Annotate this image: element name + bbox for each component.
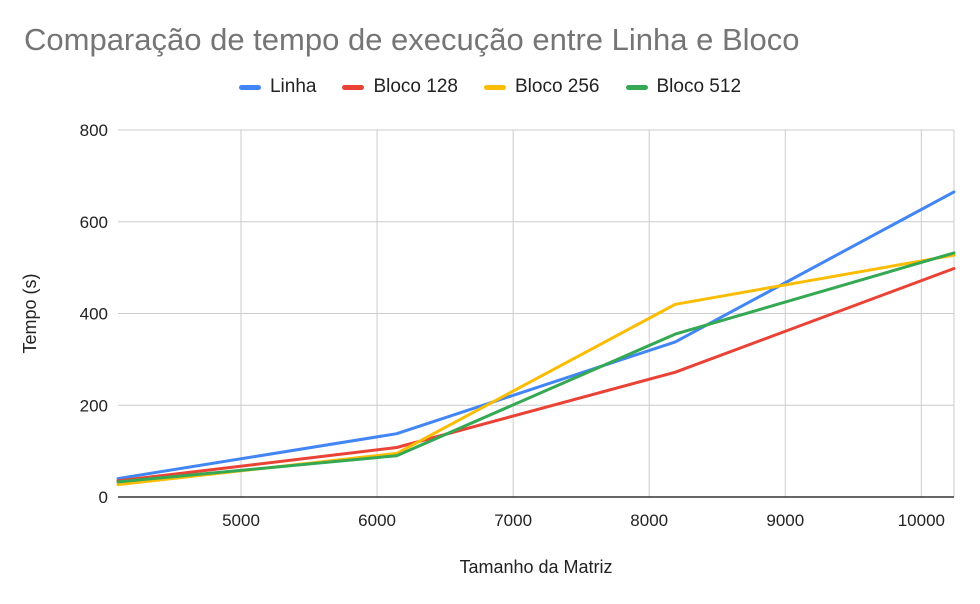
x-tick-label: 10000: [898, 511, 945, 530]
grid-lines: [118, 129, 955, 497]
x-tick-label: 8000: [630, 511, 668, 530]
legend-swatch-bloco-512: [625, 84, 648, 90]
legend: Linha Bloco 128 Bloco 256 Bloco 512: [0, 76, 980, 98]
legend-item-bloco-512[interactable]: Bloco 512: [625, 76, 742, 98]
legend-label-bloco-256: Bloco 256: [514, 76, 600, 97]
series-line-linha[interactable]: [116, 190, 956, 481]
y-tick-label: 600: [80, 213, 108, 232]
y-tick-label: 400: [80, 305, 108, 324]
legend-swatch-linha: [238, 84, 261, 90]
chart-title: Comparação de tempo de execução entre Li…: [24, 22, 800, 57]
legend-swatch-bloco-128: [342, 84, 365, 90]
legend-item-linha[interactable]: Linha: [238, 76, 317, 98]
tick-labels: 0 200 400 600 800 5000 6000 7000 8000 9000 10000: [80, 121, 945, 530]
y-tick-label: 800: [80, 121, 108, 140]
series-line-bloco-128[interactable]: [116, 267, 956, 483]
x-tick-label: 5000: [222, 511, 260, 530]
y-tick-label: 0: [99, 488, 108, 507]
x-axis-title: Tamanho da Matriz: [459, 557, 612, 577]
series-line-bloco-512[interactable]: [116, 251, 956, 484]
legend-swatch-bloco-256: [483, 84, 506, 90]
series-lines: [116, 190, 956, 487]
legend-label-linha: Linha: [269, 76, 317, 97]
y-axis-title: Tempo (s): [20, 273, 40, 353]
x-tick-label: 6000: [358, 511, 396, 530]
x-tick-label: 7000: [494, 511, 532, 530]
legend-item-bloco-128[interactable]: Bloco 128: [342, 76, 458, 98]
y-tick-label: 200: [80, 396, 108, 415]
legend-label-bloco-512: Bloco 512: [656, 76, 742, 97]
x-tick-label: 9000: [766, 511, 804, 530]
legend-item-bloco-256[interactable]: Bloco 256: [483, 76, 600, 98]
legend-label-bloco-128: Bloco 128: [373, 76, 458, 97]
